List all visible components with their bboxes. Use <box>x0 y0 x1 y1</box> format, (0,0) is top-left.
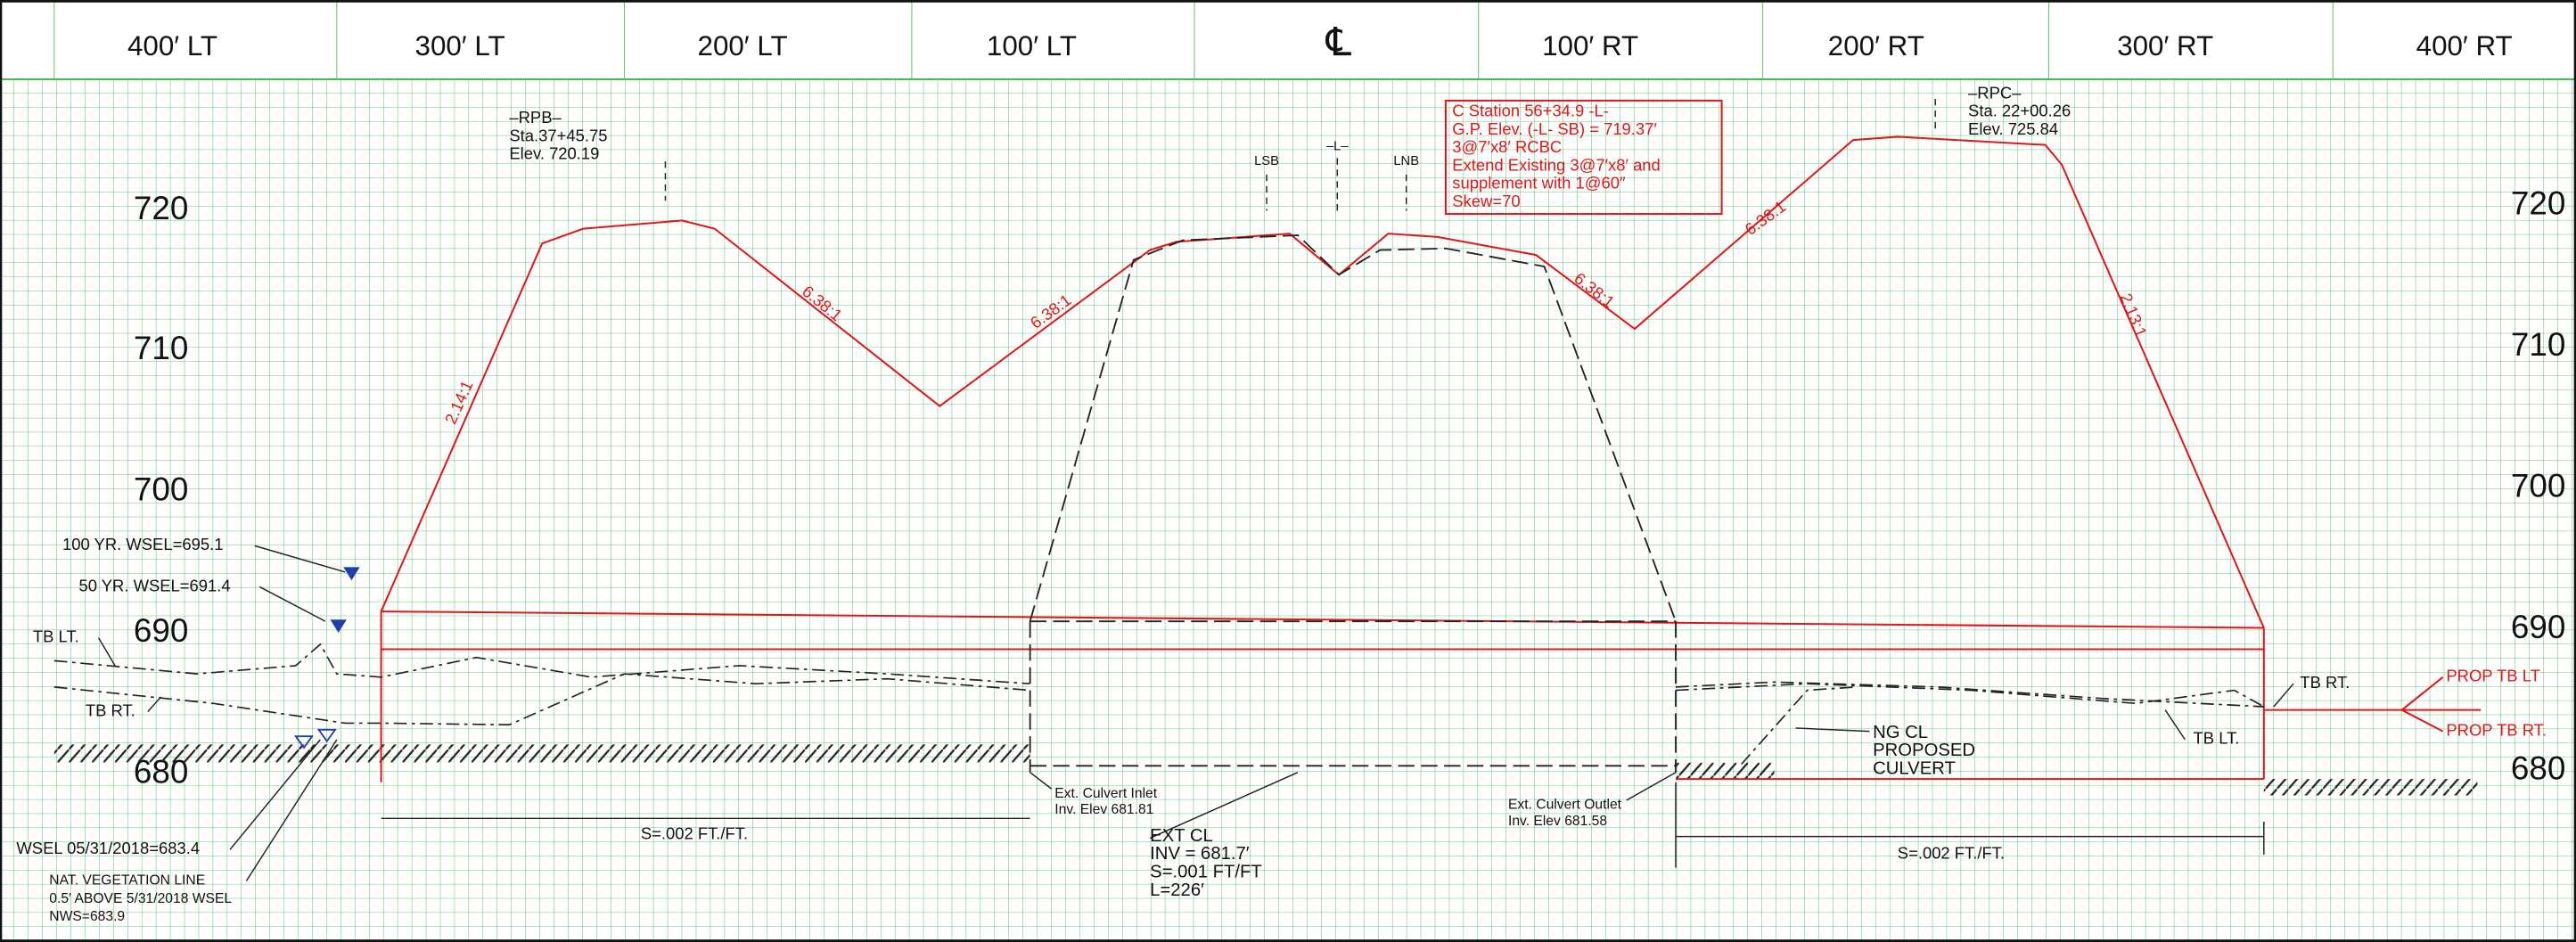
annotation: –RPC– <box>1968 83 2022 102</box>
ground-lines <box>53 643 2265 766</box>
annotation: TB LT. <box>2194 729 2240 748</box>
station-note: 3@7′x8′ RCBC <box>1452 137 1562 156</box>
annotation: TB RT. <box>2300 673 2350 692</box>
annotation: NG CL <box>1873 723 1928 742</box>
annotation: TB LT. <box>33 627 79 645</box>
offset-label: 300′ RT <box>2117 30 2213 61</box>
offset-label: 400′ RT <box>2416 30 2513 61</box>
elevation-label: 710 <box>134 330 189 366</box>
annotation: INV = 681.7′ <box>1150 844 1250 864</box>
annotation: NWS=683.9 <box>49 909 125 924</box>
annotation: LSB <box>1254 154 1279 168</box>
centerline-label: ℄ <box>1325 20 1352 64</box>
annotation: NAT. VEGETATION LINE <box>49 872 205 888</box>
annotation: 100 YR. WSEL=695.1 <box>62 535 223 553</box>
annotation: WSEL 05/31/2018=683.4 <box>16 839 200 857</box>
existing-culvert <box>1029 234 1677 773</box>
annotation: Elev. 725.84 <box>1968 119 2058 138</box>
annotation: PROP TB RT. <box>2446 721 2547 740</box>
annotation: L=226′ <box>1150 881 1204 900</box>
elevation-label: 700 <box>134 471 189 507</box>
offset-label: 200′ LT <box>698 30 788 61</box>
ground-hatch <box>2263 779 2478 796</box>
annotation: PROPOSED <box>1873 741 1975 760</box>
dimension-lines <box>97 99 2294 881</box>
elevation-label: 710 <box>2511 326 2566 363</box>
annotation: Ext. Culvert Inlet <box>1054 786 1158 801</box>
annotation: 0.5′ ABOVE 5/31/2018 WSEL <box>49 891 232 906</box>
header-lines <box>0 0 2576 80</box>
elevation-label: 690 <box>2511 609 2566 645</box>
annotation: S=.002 FT./FT. <box>1898 844 2005 863</box>
elevation-label: 720 <box>2511 185 2566 222</box>
annotation: 50 YR. WSEL=691.4 <box>78 576 230 594</box>
annotation: S=.001 FT/FT <box>1150 863 1262 882</box>
elevation-label: 720 <box>134 190 189 226</box>
station-note: Extend Existing 3@7′x8′ and <box>1452 155 1661 174</box>
annotation: Sta. 22+00.26 <box>1968 102 2071 120</box>
annotation: Elev. 720.19 <box>509 144 599 163</box>
grid <box>0 78 2576 942</box>
annotation: Inv. Elev 681.81 <box>1054 802 1153 817</box>
annotation: –RPB– <box>509 108 562 127</box>
water-symbols <box>293 567 360 750</box>
annotation: CULVERT <box>1873 758 1956 778</box>
ground-hatch <box>1675 762 1775 780</box>
station-note: C Station 56+34.9 -L- <box>1452 102 1609 120</box>
annotation: LNB <box>1393 154 1419 168</box>
annotation: EXT CL <box>1150 826 1213 846</box>
annotation: Ext. Culvert Outlet <box>1508 798 1622 813</box>
offset-label: 100′ RT <box>1542 30 1638 61</box>
offset-label: 300′ LT <box>415 30 505 61</box>
offset-label: 100′ LT <box>987 30 1077 61</box>
offset-label: 200′ RT <box>1828 30 1924 61</box>
annotation: TB RT. <box>86 700 135 719</box>
offset-label: 400′ LT <box>127 30 217 61</box>
annotation: –L– <box>1326 139 1349 153</box>
annotation: S=.002 FT./FT. <box>641 824 748 843</box>
station-note: G.P. Elev. (-L- SB) = 719.37′ <box>1452 119 1657 138</box>
elevation-label: 690 <box>134 612 189 649</box>
ground-hatch <box>53 744 1030 763</box>
elevation-label: 700 <box>2511 468 2566 504</box>
elevation-label: 680 <box>2511 750 2566 787</box>
station-note: Skew=70 <box>1452 192 1520 210</box>
annotation: PROP TB LT <box>2446 667 2539 685</box>
annotation: Inv. Elev 681.58 <box>1508 814 1607 829</box>
station-note: supplement with 1@60″ <box>1452 174 1626 192</box>
annotation: Sta.37+45.75 <box>509 126 607 144</box>
